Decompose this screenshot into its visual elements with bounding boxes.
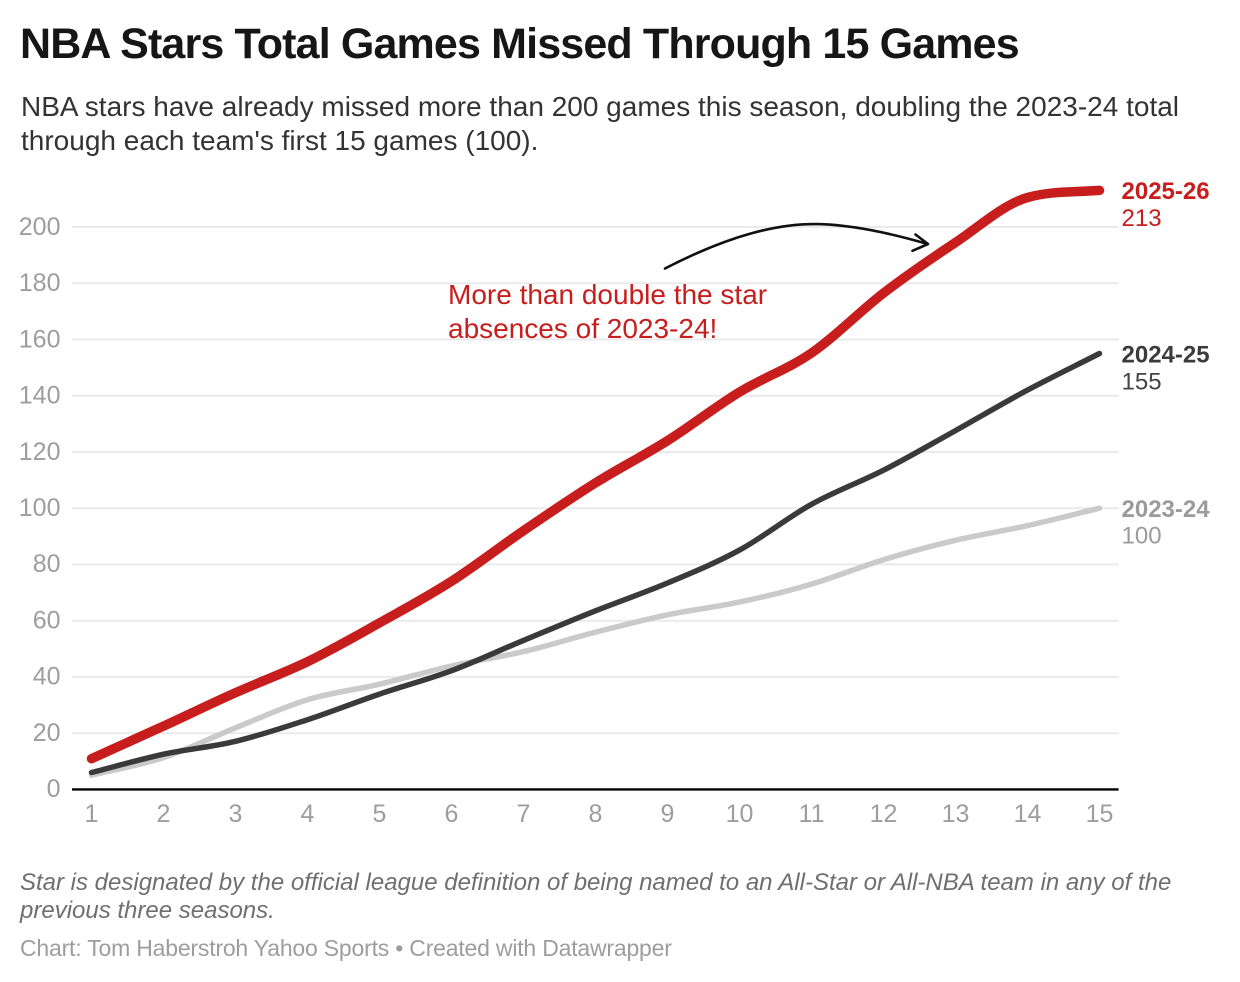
svg-text:14: 14 — [1014, 800, 1042, 828]
svg-text:11: 11 — [799, 800, 825, 828]
svg-text:100: 100 — [19, 494, 61, 522]
svg-text:0: 0 — [47, 775, 61, 803]
svg-text:20: 20 — [33, 719, 61, 747]
svg-text:2025-26: 2025-26 — [1122, 178, 1210, 205]
svg-text:2024-25: 2024-25 — [1122, 342, 1210, 369]
svg-text:60: 60 — [33, 607, 61, 635]
svg-text:140: 140 — [19, 382, 61, 410]
svg-text:120: 120 — [19, 438, 61, 466]
svg-text:2: 2 — [157, 800, 171, 828]
svg-text:15: 15 — [1086, 800, 1114, 828]
svg-text:8: 8 — [589, 800, 603, 828]
svg-text:12: 12 — [870, 800, 898, 828]
svg-text:213: 213 — [1122, 205, 1162, 232]
svg-text:180: 180 — [19, 269, 61, 297]
svg-text:80: 80 — [33, 550, 61, 578]
svg-text:2023-24: 2023-24 — [1122, 496, 1211, 523]
svg-text:40: 40 — [33, 663, 61, 691]
svg-text:3: 3 — [229, 800, 243, 828]
svg-text:13: 13 — [942, 800, 970, 828]
svg-text:1: 1 — [85, 800, 99, 828]
svg-text:100: 100 — [1122, 523, 1162, 550]
svg-text:200: 200 — [19, 213, 61, 241]
svg-text:6: 6 — [445, 800, 459, 828]
svg-text:4: 4 — [301, 800, 315, 828]
svg-text:9: 9 — [661, 800, 675, 828]
svg-text:7: 7 — [517, 800, 531, 828]
svg-text:5: 5 — [373, 800, 387, 828]
svg-text:10: 10 — [726, 800, 754, 828]
svg-text:160: 160 — [19, 325, 61, 353]
svg-text:155: 155 — [1122, 369, 1162, 396]
